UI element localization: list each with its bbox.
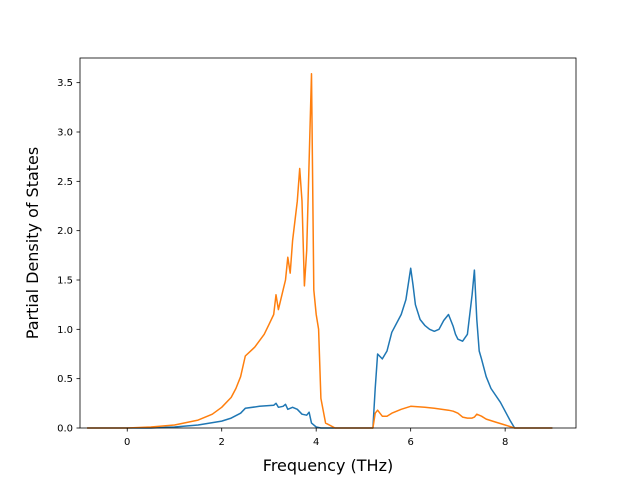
x-axis-ticks: 0 2 4 6 8 (124, 428, 508, 448)
x-tick-label: 6 (407, 437, 413, 448)
x-tick-label: 8 (502, 437, 508, 448)
x-tick-label: 4 (313, 437, 319, 448)
plot-area (80, 58, 576, 428)
x-tick-label: 0 (124, 437, 130, 448)
plot-frame (79, 57, 577, 429)
y-tick-label: 1.0 (57, 325, 73, 336)
series-line-2 (87, 73, 553, 429)
y-axis-label: Partial Density of States (23, 147, 42, 339)
y-tick-label: 2.5 (57, 177, 73, 188)
series-layer (87, 73, 553, 429)
y-tick-label: 3.5 (57, 78, 73, 89)
y-tick-label: 3.0 (57, 128, 73, 139)
y-axis-ticks: 0.0 0.5 1.0 1.5 2.0 2.5 3.0 3.5 (57, 78, 80, 435)
series-line-1 (87, 267, 553, 429)
x-axis-label: Frequency (THz) (263, 456, 393, 475)
y-tick-label: 0.5 (57, 374, 73, 385)
y-tick-label: 2.0 (57, 226, 73, 237)
x-tick-label: 2 (219, 437, 225, 448)
y-tick-label: 1.5 (57, 276, 73, 287)
y-tick-label: 0.0 (57, 424, 73, 435)
